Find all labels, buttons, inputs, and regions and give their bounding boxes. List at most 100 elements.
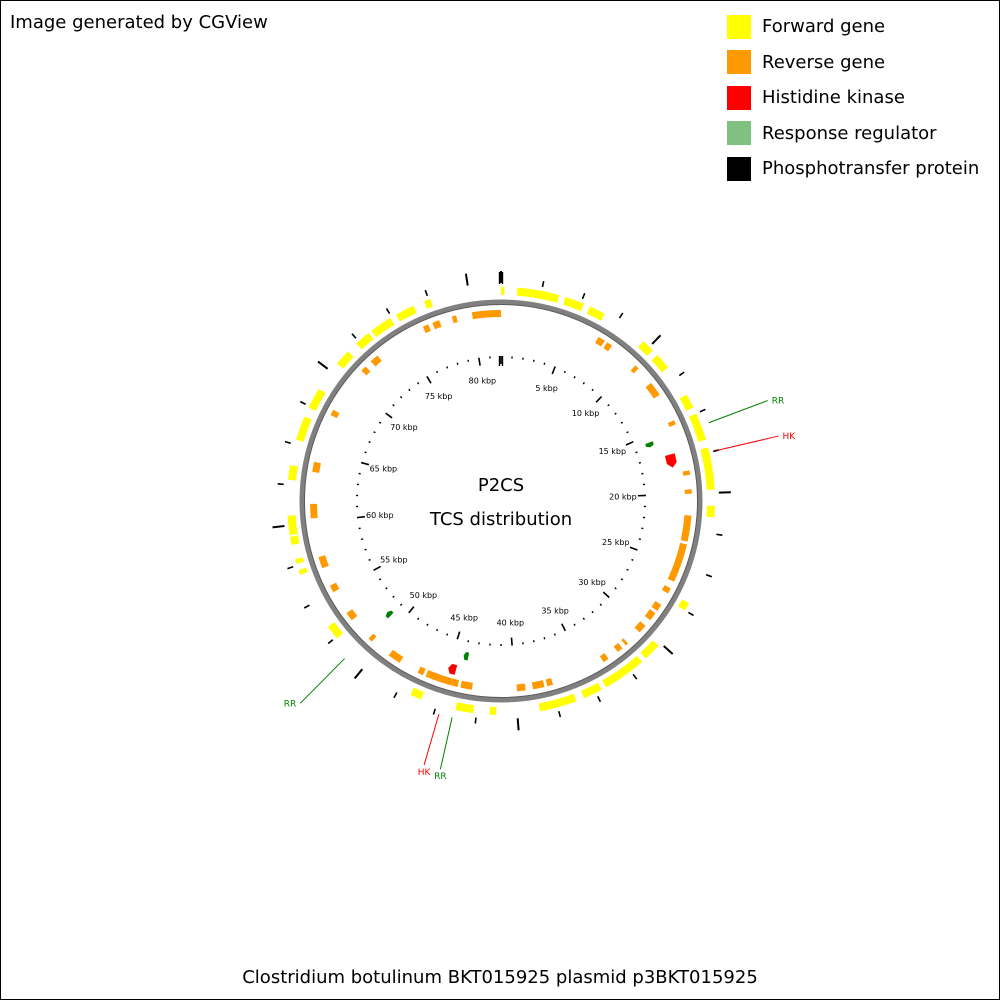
reverse-gene xyxy=(368,633,377,642)
forward-gene xyxy=(651,354,669,373)
outer-tick xyxy=(557,710,562,718)
inner-tick xyxy=(356,515,365,519)
feature-callout-line xyxy=(423,713,440,766)
map-title: P2CS xyxy=(478,475,524,496)
forward-gene xyxy=(410,687,424,700)
feature-callout-line xyxy=(299,658,345,704)
forward-gene xyxy=(371,317,395,338)
legend-swatch-forward xyxy=(727,14,751,39)
outer-tick xyxy=(424,289,429,297)
forward-gene xyxy=(700,447,715,490)
inner-tick xyxy=(629,546,638,551)
outer-tick xyxy=(432,708,436,715)
backbone-ring-inner-line xyxy=(304,304,698,698)
reverse-gene xyxy=(630,365,639,374)
rr-label: RR xyxy=(284,699,297,709)
reverse-gene xyxy=(545,678,554,687)
forward-gene xyxy=(602,655,643,688)
reverse-gene xyxy=(425,670,460,687)
outer-tick xyxy=(705,573,713,578)
tick-label: 50 kbp xyxy=(410,591,438,600)
tick-label: 5 kbp xyxy=(535,384,557,393)
reverse-gene xyxy=(603,342,613,352)
outer-tick xyxy=(687,611,694,617)
tick-label: 80 kbp xyxy=(469,376,497,385)
feature-callout-line xyxy=(717,435,779,451)
outer-tick xyxy=(716,533,723,536)
forward-gene xyxy=(455,702,475,714)
legend-label-hk: Histidine kinase xyxy=(762,87,905,109)
inner-tick xyxy=(378,578,382,581)
inner-tick xyxy=(625,440,634,446)
tick-label: 60 kbp xyxy=(366,511,394,520)
inner-tick xyxy=(614,412,617,415)
legend-label-phosphotransfer: Phosphotransfer protein xyxy=(762,158,980,180)
outer-tick xyxy=(287,566,294,570)
inner-tick xyxy=(364,451,367,454)
feature-callout-line xyxy=(708,400,768,424)
reverse-gene xyxy=(667,420,676,428)
hk-label: HK xyxy=(418,768,432,778)
inner-tick xyxy=(456,631,461,640)
response-regulator-gene xyxy=(463,652,470,661)
forward-gene xyxy=(327,622,344,639)
outer-tick xyxy=(303,604,310,609)
outer-tick xyxy=(474,717,477,724)
outer-tick xyxy=(597,696,602,703)
forward-gene xyxy=(395,305,417,322)
inner-tick xyxy=(446,633,449,636)
legend-item-phosphotransfer: Phosphotransfer protein xyxy=(727,151,979,187)
inner-tick xyxy=(478,357,481,366)
inner-tick xyxy=(551,366,556,375)
inner-tick xyxy=(417,617,420,621)
inner-tick xyxy=(607,404,610,407)
legend-label-rr: Response regulator xyxy=(762,122,937,144)
forward-gene xyxy=(638,341,653,356)
tick-label: 15 kbp xyxy=(599,447,627,456)
forward-gene xyxy=(356,332,374,350)
legend-swatch-rr xyxy=(727,121,751,146)
histidine-kinase-gene xyxy=(664,453,677,468)
outer-tick xyxy=(651,334,662,345)
reverse-gene xyxy=(531,680,545,690)
inner-tick xyxy=(591,610,594,614)
inner-tick xyxy=(595,395,603,403)
reverse-gene xyxy=(318,555,329,569)
tick-label: 20 kbp xyxy=(609,492,637,501)
outer-tick xyxy=(284,440,292,445)
inner-tick xyxy=(631,558,634,561)
reverse-gene xyxy=(667,542,687,582)
forward-gene xyxy=(563,296,585,312)
tick-label: 35 kbp xyxy=(541,606,569,615)
forward-gene xyxy=(298,567,308,575)
forward-gene xyxy=(640,640,659,659)
inner-tick xyxy=(436,370,439,374)
forward-gene xyxy=(489,706,497,715)
outer-tick xyxy=(464,273,469,286)
rr-label: RR xyxy=(434,772,447,782)
reverse-gene xyxy=(682,470,691,476)
inner-tick xyxy=(456,362,459,365)
forward-gene xyxy=(424,299,433,309)
legend-item-response-regulator: Response regulator xyxy=(727,116,979,152)
inner-tick xyxy=(436,628,439,632)
inner-tick xyxy=(392,595,395,598)
outer-tick xyxy=(516,718,520,731)
reverse-gene xyxy=(417,666,426,676)
outer-tick xyxy=(327,639,334,645)
outer-tick xyxy=(393,692,398,699)
inner-tick xyxy=(408,606,415,614)
forward-gene xyxy=(287,515,298,536)
reverse-gene xyxy=(684,489,692,494)
forward-gene xyxy=(706,505,715,518)
reverse-gene xyxy=(680,515,692,542)
inner-tick xyxy=(408,388,411,392)
forward-gene xyxy=(336,351,354,369)
outer-tick xyxy=(353,668,364,680)
inner-tick xyxy=(582,381,585,385)
inner-tick xyxy=(373,431,376,434)
reverse-gene xyxy=(388,649,404,663)
inner-tick xyxy=(543,362,546,365)
inner-tick xyxy=(626,568,629,571)
